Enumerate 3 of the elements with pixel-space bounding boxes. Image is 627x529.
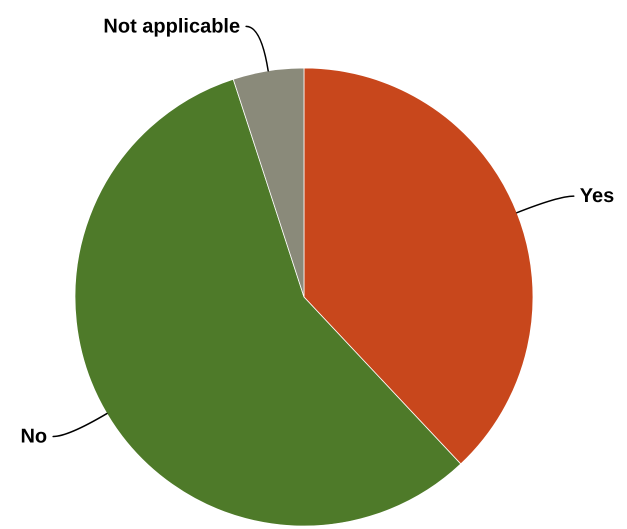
slice-label: No — [20, 425, 48, 448]
slice-label: Not applicable — [103, 15, 240, 38]
slice-label: Yes — [580, 185, 614, 208]
